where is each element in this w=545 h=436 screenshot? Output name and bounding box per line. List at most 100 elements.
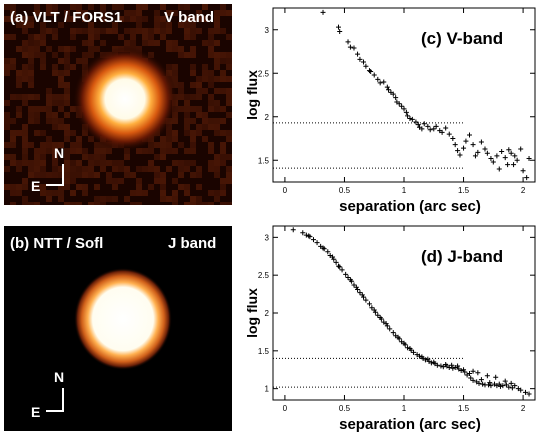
data-point [511, 162, 517, 168]
x-tick-label: 0.5 [339, 186, 351, 195]
data-point [443, 361, 449, 367]
data-point [500, 383, 506, 389]
data-point [518, 387, 524, 393]
data-point [359, 292, 365, 298]
data-point [480, 381, 486, 387]
data-point [347, 277, 353, 283]
data-point [512, 383, 518, 389]
chart-title: (d) J-band [421, 247, 503, 266]
source-blob [73, 47, 177, 151]
data-point [405, 113, 411, 119]
data-point [458, 367, 464, 373]
image-panel-a: (a) VLT / FORS1 V band N E [4, 4, 232, 205]
data-point [503, 382, 509, 388]
data-point [403, 109, 409, 115]
data-point [450, 136, 456, 141]
data-point [434, 362, 440, 368]
y-tick-label: 3 [265, 233, 270, 242]
data-point [363, 63, 369, 69]
x-tick-label: 1.5 [458, 404, 470, 413]
v-band-profile-chart: 0 0.5 1 1.5 2 1.5 2 2.5 3 (c) V-band separation (a… [245, 7, 536, 215]
data-point [509, 385, 515, 391]
data-point [499, 149, 505, 155]
data-point [478, 139, 484, 145]
y-tick-label: 1.5 [258, 347, 270, 356]
data-point [419, 126, 425, 132]
image-panel-b: (b) NTT / Sofl J band N E [4, 226, 232, 431]
data-point [488, 383, 494, 389]
y-axis-label: log flux [245, 70, 260, 120]
data-point [450, 365, 456, 371]
data-point [411, 349, 417, 355]
data-point [452, 142, 458, 148]
data-point [401, 106, 407, 112]
data-point [386, 87, 392, 93]
y-tick-label: 1 [265, 385, 270, 394]
data-point [497, 383, 503, 389]
data-point [371, 72, 377, 78]
data-point [368, 69, 374, 75]
data-point [325, 249, 331, 255]
data-point [472, 153, 478, 159]
data-point [320, 9, 326, 15]
x-tick-label: 0 [283, 404, 288, 413]
data-point [508, 150, 514, 156]
data-point [331, 256, 337, 262]
data-point [407, 115, 413, 121]
data-point [470, 368, 476, 374]
data-point [337, 264, 343, 270]
y-tick-label: 3 [265, 26, 270, 35]
data-point [449, 362, 455, 368]
data-point [484, 150, 490, 156]
x-tick-label: 1 [402, 186, 407, 195]
data-point [290, 227, 296, 233]
data-point [524, 175, 530, 181]
data-point [475, 370, 481, 376]
data-point [355, 287, 361, 293]
v-band-image [4, 4, 232, 205]
data-point [369, 305, 375, 311]
data-point [351, 282, 357, 288]
data-point [399, 103, 405, 109]
panel-b-label: (b) NTT / Sofl [10, 235, 104, 252]
north-arrow-a [62, 164, 64, 186]
north-arrow-b [62, 388, 64, 412]
data-point [461, 367, 467, 373]
data-point [446, 131, 452, 137]
data-point [345, 39, 351, 45]
data-point [372, 309, 378, 315]
data-point [395, 334, 401, 340]
data-point [384, 323, 390, 329]
data-point [384, 84, 390, 90]
data-point [470, 377, 476, 383]
data-point [366, 301, 372, 307]
panel-a-label: (a) VLT / FORS1 [10, 9, 123, 26]
data-point [306, 233, 312, 239]
data-point [320, 245, 326, 251]
east-arrow-a [46, 184, 64, 186]
data-point [484, 373, 490, 379]
east-label-b: E [31, 404, 41, 420]
data-point [396, 101, 402, 107]
data-point [333, 259, 339, 265]
x-tick-label: 0.5 [339, 404, 351, 413]
data-point [506, 147, 512, 153]
data-point [336, 24, 341, 30]
data-point [431, 126, 437, 132]
data-point [416, 353, 422, 359]
data-point [363, 297, 369, 303]
data-point [496, 381, 502, 387]
x-tick-label: 1 [402, 404, 407, 413]
data-point [390, 330, 396, 336]
data-point [330, 254, 336, 260]
data-point [506, 384, 512, 390]
data-point [488, 156, 494, 162]
panel-a-band: V band [164, 9, 215, 26]
data-point [336, 263, 341, 269]
y-tick-label: 2.5 [258, 271, 270, 280]
data-point [486, 382, 492, 388]
data-point [475, 149, 481, 155]
data-point [345, 274, 351, 280]
data-point [439, 129, 445, 135]
data-point [508, 380, 514, 386]
